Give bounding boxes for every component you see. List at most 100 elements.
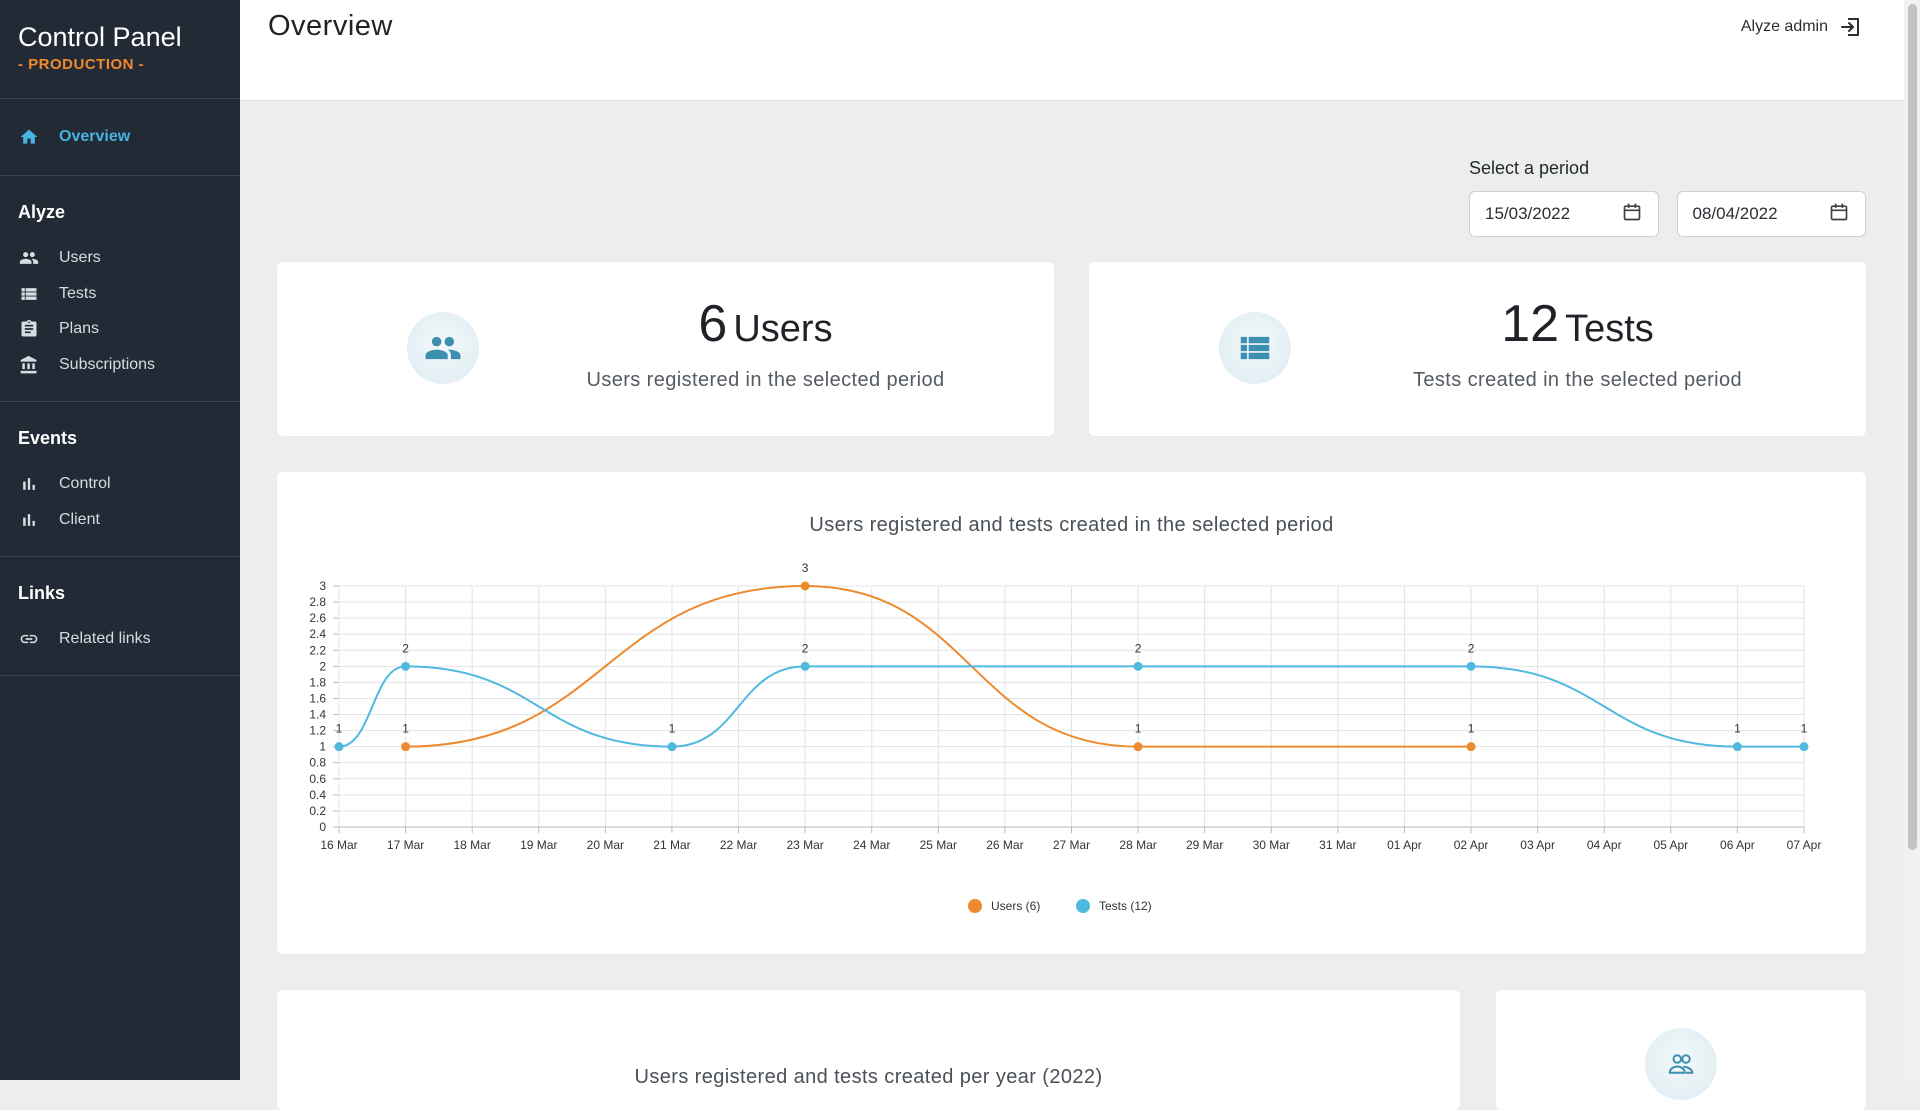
scrollbar[interactable] xyxy=(1904,0,1920,1080)
users-data-point xyxy=(1133,742,1143,752)
y-tick-label: 1.6 xyxy=(309,691,326,705)
x-tick-label: 04 Apr xyxy=(1587,838,1622,852)
bar-chart-icon xyxy=(18,509,40,531)
sidebar-item-tests[interactable]: Tests xyxy=(0,276,240,312)
sidebar-item-users[interactable]: Users xyxy=(0,241,240,277)
tests-data-point xyxy=(800,661,810,671)
section-title-events: Events xyxy=(18,427,78,448)
tests-data-point xyxy=(667,742,677,752)
sidebar-item-label: Related links xyxy=(59,630,151,648)
x-tick-label: 21 Mar xyxy=(653,838,690,852)
sidebar-item-subscriptions[interactable]: Subscriptions xyxy=(0,347,240,383)
tests-data-point xyxy=(1466,661,1476,671)
bar-chart-icon xyxy=(18,473,40,495)
stat-description: Tests created in the selected period xyxy=(1412,369,1743,391)
end-date-field[interactable]: 08/04/2022 xyxy=(1676,191,1866,237)
sidebar-item-control[interactable]: Control xyxy=(0,467,240,503)
sidebar-item-related-links[interactable]: Related links xyxy=(0,622,240,658)
x-tick-label: 18 Mar xyxy=(454,838,491,852)
yearly-chart-title: Users registered and tests created per y… xyxy=(634,1066,1103,1088)
x-tick-label: 16 Mar xyxy=(320,838,357,852)
tests-series-line xyxy=(338,665,1804,748)
x-tick-label: 07 Apr xyxy=(1787,838,1822,852)
date-range: 15/03/2022 08/04/2022 xyxy=(1469,191,1866,237)
environment-label: - PRODUCTION - xyxy=(18,56,145,73)
stat-description: Users registered in the selected period xyxy=(586,369,945,391)
tests-data-label: 1 xyxy=(669,722,676,736)
sidebar-item-label: Users xyxy=(59,249,101,267)
x-tick-label: 24 Mar xyxy=(853,838,890,852)
stat-value: 12 Tests xyxy=(1349,298,1806,363)
x-tick-label: 19 Mar xyxy=(520,838,557,852)
tests-data-point xyxy=(1133,661,1143,671)
users-data-point xyxy=(401,742,411,752)
legend-marker xyxy=(1076,899,1090,913)
sidebar: Control Panel - PRODUCTION - Overview Al… xyxy=(0,0,240,1080)
sidebar-item-label: Plans xyxy=(59,320,100,338)
page-title: Overview xyxy=(268,10,393,42)
y-tick-label: 1 xyxy=(319,740,326,754)
y-tick-label: 0.8 xyxy=(309,756,326,770)
start-date-value: 15/03/2022 xyxy=(1485,204,1571,223)
x-tick-label: 25 Mar xyxy=(920,838,957,852)
sidebar-item-overview[interactable]: Overview xyxy=(0,119,240,155)
end-date-value: 08/04/2022 xyxy=(1692,204,1778,223)
activity-chart-card: Users registered and tests created in th… xyxy=(277,472,1866,954)
tests-stat-card: 12 Tests Tests created in the selected pe… xyxy=(1089,262,1866,436)
line-chart: 0 0.2 0.4 0.6 0.8 1 1.2 1.4 1.6 1.8 2 2.2 2.4 2.6 2.8 3… xyxy=(309,561,1822,913)
users-icon xyxy=(18,247,40,269)
nav-section-alyze: Alyze Users Tests Plans Subscriptions xyxy=(0,176,240,402)
list-icon xyxy=(1219,312,1291,384)
list-icon xyxy=(18,283,40,305)
y-tick-label: 2 xyxy=(319,659,326,673)
calendar-icon[interactable] xyxy=(1622,202,1642,227)
brand: Control Panel - PRODUCTION - xyxy=(0,0,240,99)
x-tick-label: 28 Mar xyxy=(1119,838,1156,852)
x-tick-label: 22 Mar xyxy=(720,838,757,852)
stat-unit: Users xyxy=(733,308,833,350)
legend-label: Users (6) xyxy=(991,899,1040,913)
clipboard-icon xyxy=(18,318,40,340)
sidebar-item-label: Control xyxy=(59,475,111,493)
x-tick-label: 31 Mar xyxy=(1319,838,1356,852)
y-tick-label: 0 xyxy=(319,820,326,834)
users-data-label: 1 xyxy=(1135,722,1142,736)
users-outline-icon xyxy=(1645,1028,1717,1100)
y-tick-label: 2.8 xyxy=(309,595,326,609)
user-name: Alyze admin xyxy=(1740,18,1828,35)
link-icon xyxy=(18,628,40,650)
stat-unit: Tests xyxy=(1565,308,1654,350)
nav-section-events: Events Control Client xyxy=(0,402,240,557)
sidebar-item-plans[interactable]: Plans xyxy=(0,312,240,348)
users-data-point xyxy=(800,581,810,591)
sidebar-item-label: Client xyxy=(59,510,100,528)
sidebar-item-label: Subscriptions xyxy=(59,355,156,373)
y-tick-label: 2.2 xyxy=(309,643,326,657)
logout-icon[interactable] xyxy=(1838,14,1864,40)
tests-data-point xyxy=(1732,742,1742,752)
section-title-links: Links xyxy=(18,582,66,603)
scrollbar-thumb[interactable] xyxy=(1908,4,1917,850)
home-icon xyxy=(18,126,40,148)
users-data-label: 3 xyxy=(802,561,809,575)
y-tick-label: 0.4 xyxy=(309,788,326,802)
section-title-alyze: Alyze xyxy=(18,201,66,222)
stat-text: 12 Tests Tests created in the selected pe… xyxy=(1349,298,1806,392)
tests-data-point xyxy=(334,742,344,752)
x-tick-label: 23 Mar xyxy=(786,838,823,852)
y-tick-label: 0.2 xyxy=(309,804,326,818)
x-tick-label: 26 Mar xyxy=(986,838,1023,852)
users-series-line xyxy=(405,584,1472,748)
sidebar-item-client[interactable]: Client xyxy=(0,502,240,538)
x-tick-label: 05 Apr xyxy=(1653,838,1688,852)
users-data-label: 1 xyxy=(1468,722,1475,736)
users-data-label: 1 xyxy=(402,722,409,736)
start-date-field[interactable]: 15/03/2022 xyxy=(1469,191,1659,237)
users-icon xyxy=(407,312,479,384)
brand-title: Control Panel xyxy=(18,22,182,52)
x-tick-label: 30 Mar xyxy=(1253,838,1290,852)
y-tick-label: 3 xyxy=(319,579,326,593)
stat-value: 6 Users xyxy=(537,298,994,363)
users-data-point xyxy=(1466,742,1476,752)
calendar-icon[interactable] xyxy=(1829,202,1849,227)
